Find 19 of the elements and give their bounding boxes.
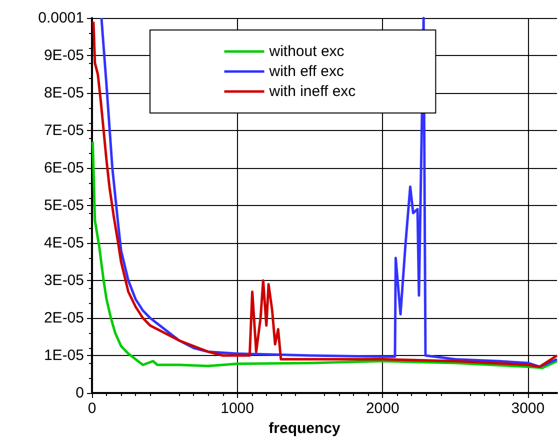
legend-label: without exc (268, 43, 345, 60)
legend-label: with eff exc (268, 63, 345, 80)
y-tick-label: 1E-05 (44, 347, 84, 364)
y-tick-label: 6E-05 (44, 160, 84, 176)
y-tick-label: 8E-05 (44, 84, 84, 102)
legend-label: with ineff exc (268, 83, 356, 100)
y-tick-label: 4E-05 (44, 234, 84, 252)
y-tick-label: 3E-05 (44, 272, 84, 289)
y-tick-label: 7E-05 (44, 122, 84, 139)
y-tick-label: 2E-05 (44, 310, 84, 326)
y-tick-label: 9E-05 (44, 47, 84, 64)
x-tick-label: 2000 (366, 400, 400, 417)
x-axis-title: frequency (268, 420, 341, 437)
x-tick-label: 3000 (511, 400, 545, 417)
y-tick-label: 0.0001 (38, 10, 84, 26)
y-tick-label: 0 (76, 384, 84, 402)
x-tick-label: 0 (88, 400, 96, 417)
y-tick-label: 5E-05 (44, 197, 84, 214)
x-tick-label: 1000 (220, 400, 254, 417)
